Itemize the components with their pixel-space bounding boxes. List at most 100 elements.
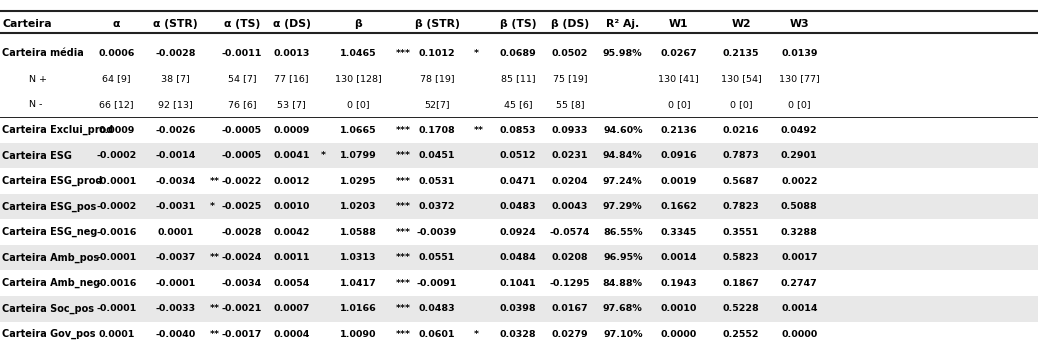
Text: 0.1041: 0.1041 bbox=[499, 279, 537, 288]
Text: 0.5088: 0.5088 bbox=[781, 202, 818, 211]
Text: 0.5823: 0.5823 bbox=[722, 253, 760, 262]
Text: 0.0689: 0.0689 bbox=[499, 49, 537, 58]
Text: 0.0328: 0.0328 bbox=[499, 330, 537, 339]
Text: Carteira Amb_neg: Carteira Amb_neg bbox=[2, 278, 101, 288]
Text: 0.7873: 0.7873 bbox=[722, 151, 760, 160]
Text: -0.0037: -0.0037 bbox=[156, 253, 195, 262]
Text: 0.0139: 0.0139 bbox=[781, 49, 818, 58]
Text: β (DS): β (DS) bbox=[551, 19, 589, 29]
Text: 0.0009: 0.0009 bbox=[98, 126, 135, 135]
Text: 0.0551: 0.0551 bbox=[418, 253, 456, 262]
Text: 0 [0]: 0 [0] bbox=[788, 100, 811, 109]
Text: 0.0019: 0.0019 bbox=[660, 177, 698, 186]
Text: **: ** bbox=[210, 304, 220, 313]
Text: 0.0167: 0.0167 bbox=[551, 304, 589, 313]
Text: Carteira Amb_pos: Carteira Amb_pos bbox=[2, 253, 100, 263]
Text: -0.0002: -0.0002 bbox=[97, 151, 136, 160]
Text: 0.2136: 0.2136 bbox=[660, 126, 698, 135]
Text: **: ** bbox=[473, 126, 484, 135]
Text: α (DS): α (DS) bbox=[273, 19, 310, 29]
Text: 0.1662: 0.1662 bbox=[660, 202, 698, 211]
Text: 0.0010: 0.0010 bbox=[273, 202, 310, 211]
Text: Carteira ESG_pos: Carteira ESG_pos bbox=[2, 201, 97, 212]
Text: 0.0483: 0.0483 bbox=[418, 304, 456, 313]
Text: 0.5687: 0.5687 bbox=[722, 177, 760, 186]
Text: ***: *** bbox=[395, 49, 410, 58]
Text: 0.0933: 0.0933 bbox=[551, 126, 589, 135]
Text: 77 [16]: 77 [16] bbox=[274, 75, 309, 83]
Text: 85 [11]: 85 [11] bbox=[500, 75, 536, 83]
Text: 1.0295: 1.0295 bbox=[339, 177, 377, 186]
Text: 0.5228: 0.5228 bbox=[722, 304, 760, 313]
Text: 0.0041: 0.0041 bbox=[273, 151, 310, 160]
Text: 0.0054: 0.0054 bbox=[273, 279, 310, 288]
Text: 0.0512: 0.0512 bbox=[499, 151, 537, 160]
Text: 96.95%: 96.95% bbox=[603, 253, 643, 262]
Text: 0.0601: 0.0601 bbox=[418, 330, 456, 339]
Text: 1.0665: 1.0665 bbox=[339, 126, 377, 135]
Text: 0.3551: 0.3551 bbox=[722, 228, 760, 237]
Text: 0.0017: 0.0017 bbox=[781, 253, 818, 262]
Text: -0.0005: -0.0005 bbox=[222, 151, 262, 160]
Text: 0.0853: 0.0853 bbox=[499, 126, 537, 135]
Text: 0.0001: 0.0001 bbox=[98, 330, 135, 339]
Text: -0.0005: -0.0005 bbox=[222, 126, 262, 135]
Text: -0.0024: -0.0024 bbox=[222, 253, 262, 262]
Text: -0.0574: -0.0574 bbox=[550, 228, 590, 237]
Text: 97.10%: 97.10% bbox=[603, 330, 643, 339]
Text: -0.0026: -0.0026 bbox=[156, 126, 195, 135]
Text: 130 [128]: 130 [128] bbox=[334, 75, 382, 83]
Text: -0.0011: -0.0011 bbox=[222, 49, 262, 58]
Text: 38 [7]: 38 [7] bbox=[161, 75, 190, 83]
Text: -0.0034: -0.0034 bbox=[222, 279, 262, 288]
Text: -0.1295: -0.1295 bbox=[549, 279, 591, 288]
Text: 0 [0]: 0 [0] bbox=[347, 100, 370, 109]
Text: 0.2135: 0.2135 bbox=[722, 49, 760, 58]
Text: 0.0398: 0.0398 bbox=[499, 304, 537, 313]
Text: 95.98%: 95.98% bbox=[603, 49, 643, 58]
Text: Carteira: Carteira bbox=[2, 19, 52, 29]
Text: 1.0465: 1.0465 bbox=[339, 49, 377, 58]
Text: 84.88%: 84.88% bbox=[603, 279, 643, 288]
Text: 97.68%: 97.68% bbox=[603, 304, 643, 313]
Bar bbox=[0, 194, 1038, 219]
Text: *: * bbox=[473, 330, 479, 339]
Text: W2: W2 bbox=[732, 19, 750, 29]
Text: -0.0014: -0.0014 bbox=[156, 151, 195, 160]
Text: -0.0021: -0.0021 bbox=[222, 304, 262, 313]
Text: 0.1943: 0.1943 bbox=[660, 279, 698, 288]
Text: 0.0014: 0.0014 bbox=[660, 253, 698, 262]
Text: 0.0916: 0.0916 bbox=[660, 151, 698, 160]
Text: 0.1708: 0.1708 bbox=[418, 126, 456, 135]
Text: 0.0483: 0.0483 bbox=[499, 202, 537, 211]
Text: -0.0028: -0.0028 bbox=[221, 228, 263, 237]
Text: 1.0588: 1.0588 bbox=[339, 228, 377, 237]
Text: 0.0502: 0.0502 bbox=[551, 49, 589, 58]
Text: W1: W1 bbox=[670, 19, 688, 29]
Text: -0.0017: -0.0017 bbox=[222, 330, 262, 339]
Text: 1.0799: 1.0799 bbox=[339, 151, 377, 160]
Text: 0.0924: 0.0924 bbox=[499, 228, 537, 237]
Text: 0.0279: 0.0279 bbox=[551, 330, 589, 339]
Text: 0.0001: 0.0001 bbox=[157, 228, 194, 237]
Text: ***: *** bbox=[395, 304, 410, 313]
Text: β (STR): β (STR) bbox=[414, 19, 460, 29]
Text: 45 [6]: 45 [6] bbox=[503, 100, 532, 109]
Text: 0.0216: 0.0216 bbox=[722, 126, 760, 135]
Text: R² Aj.: R² Aj. bbox=[606, 19, 639, 29]
Text: 0 [0]: 0 [0] bbox=[667, 100, 690, 109]
Text: 78 [19]: 78 [19] bbox=[419, 75, 455, 83]
Text: -0.0031: -0.0031 bbox=[156, 202, 195, 211]
Text: Carteira Exclui_prod: Carteira Exclui_prod bbox=[2, 125, 113, 135]
Text: 0.2747: 0.2747 bbox=[781, 279, 818, 288]
Text: 0 [0]: 0 [0] bbox=[730, 100, 753, 109]
Text: 0.0267: 0.0267 bbox=[660, 49, 698, 58]
Text: **: ** bbox=[210, 177, 220, 186]
Text: -0.0016: -0.0016 bbox=[97, 279, 136, 288]
Text: β: β bbox=[354, 19, 362, 29]
Text: Carteira Gov_pos: Carteira Gov_pos bbox=[2, 329, 95, 339]
Text: W3: W3 bbox=[790, 19, 809, 29]
Text: *: * bbox=[473, 49, 479, 58]
Text: Carteira ESG_neg: Carteira ESG_neg bbox=[2, 227, 98, 237]
Text: 0.0006: 0.0006 bbox=[98, 49, 135, 58]
